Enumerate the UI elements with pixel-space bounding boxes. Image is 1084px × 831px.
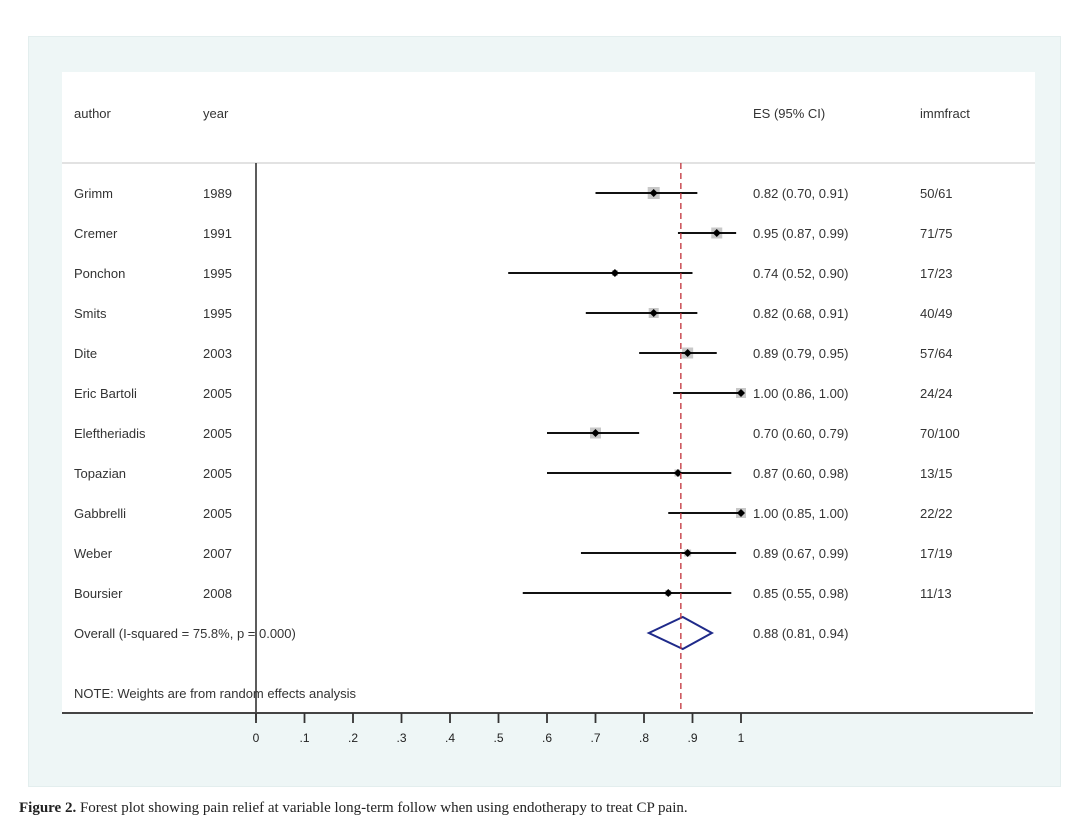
x-tick-label: .2 [348, 731, 358, 745]
study-author: Topazian [74, 466, 126, 481]
study-row: Smits 1995 0.82 (0.68, 0.91) 40/49 [74, 306, 953, 321]
study-year: 2005 [203, 386, 232, 401]
study-es-ci: 0.82 (0.70, 0.91) [753, 186, 848, 201]
study-immfract: 50/61 [920, 186, 953, 201]
caption-text: Forest plot showing pain relief at varia… [76, 800, 688, 816]
point-estimate [591, 429, 600, 437]
x-tick-label: .9 [687, 731, 697, 745]
study-immfract: 11/13 [920, 586, 952, 601]
study-row: Topazian 2005 0.87 (0.60, 0.98) 13/15 [74, 466, 953, 481]
study-row: Dite 2003 0.89 (0.79, 0.95) 57/64 [74, 346, 953, 361]
overall-row: Overall (I-squared = 75.8%, p = 0.000) 0.… [74, 615, 848, 651]
study-es-ci: 0.89 (0.79, 0.95) [753, 346, 848, 361]
study-es-ci: 0.95 (0.87, 0.99) [753, 226, 848, 241]
x-axis-ticks: 0 .1 .2 .3 .4 .5 .6 .7 .8 .9 1 [253, 713, 745, 745]
study-immfract: 57/64 [920, 346, 953, 361]
study-year: 1995 [203, 266, 232, 281]
study-author: Grimm [74, 186, 113, 201]
study-row: Gabbrelli 2005 1.00 (0.85, 1.00) 22/22 [74, 506, 953, 521]
point-estimate [664, 589, 673, 597]
point-estimate [737, 509, 745, 517]
study-year: 1989 [203, 186, 232, 201]
study-row: Grimm 1989 0.82 (0.70, 0.91) 50/61 [74, 186, 953, 201]
study-immfract: 71/75 [920, 226, 953, 241]
study-year: 1995 [203, 306, 232, 321]
note-text: NOTE: Weights are from random effects an… [74, 686, 357, 701]
study-immfract: 17/23 [920, 266, 953, 281]
study-es-ci: 1.00 (0.86, 1.00) [753, 386, 848, 401]
header-year: year [203, 106, 229, 121]
header-immfract: immfract [920, 106, 970, 121]
study-author: Smits [74, 306, 107, 321]
study-immfract: 22/22 [920, 506, 953, 521]
figure-caption: Figure 2. Forest plot showing pain relie… [19, 800, 688, 817]
study-es-ci: 1.00 (0.85, 1.00) [753, 506, 848, 521]
x-tick-label: .1 [299, 731, 309, 745]
point-estimate [683, 349, 692, 357]
x-tick-label: .7 [590, 731, 600, 745]
caption-label: Figure 2. [19, 800, 77, 816]
x-tick-label: .4 [445, 731, 455, 745]
header-author: author [74, 106, 112, 121]
overall-label: Overall (I-squared = 75.8%, p = 0.000) [74, 626, 296, 641]
study-immfract: 70/100 [920, 426, 960, 441]
point-estimate [649, 189, 658, 197]
study-year: 2005 [203, 466, 232, 481]
study-year: 2008 [203, 586, 232, 601]
point-estimate [683, 549, 692, 557]
study-author: Gabbrelli [74, 506, 126, 521]
study-author: Ponchon [74, 266, 125, 281]
study-immfract: 13/15 [920, 466, 953, 481]
point-estimate [610, 269, 619, 277]
study-row: Ponchon 1995 0.74 (0.52, 0.90) 17/23 [74, 266, 953, 281]
x-tick-label: .8 [639, 731, 649, 745]
study-row: Eleftheriadis 2005 0.70 (0.60, 0.79) 70/100 [74, 426, 960, 441]
study-es-ci: 0.70 (0.60, 0.79) [753, 426, 848, 441]
study-es-ci: 0.85 (0.55, 0.98) [753, 586, 848, 601]
study-author: Eric Bartoli [74, 386, 137, 401]
study-row: Cremer 1991 0.95 (0.87, 0.99) 71/75 [74, 226, 953, 241]
study-author: Eleftheriadis [74, 426, 146, 441]
study-immfract: 24/24 [920, 386, 953, 401]
study-rows: Grimm 1989 0.82 (0.70, 0.91) 50/61 Cremer 199… [74, 186, 960, 601]
study-row: Eric Bartoli 2005 1.00 (0.86, 1.00) 24/24 [74, 386, 953, 401]
study-es-ci: 0.89 (0.67, 0.99) [753, 546, 848, 561]
study-year: 2005 [203, 426, 232, 441]
x-tick-label: .5 [493, 731, 503, 745]
overall-diamond [646, 615, 714, 651]
study-row: Weber 2007 0.89 (0.67, 0.99) 17/19 [74, 546, 953, 561]
x-tick-label: .6 [542, 731, 552, 745]
overall-es-ci: 0.88 (0.81, 0.94) [753, 626, 848, 641]
study-immfract: 17/19 [920, 546, 953, 561]
x-tick-label: .3 [396, 731, 406, 745]
study-year: 1991 [203, 226, 232, 241]
study-es-ci: 0.74 (0.52, 0.90) [753, 266, 848, 281]
study-row: Boursier 2008 0.85 (0.55, 0.98) 11/13 [74, 586, 952, 601]
study-author: Boursier [74, 586, 123, 601]
study-es-ci: 0.82 (0.68, 0.91) [753, 306, 848, 321]
study-year: 2005 [203, 506, 232, 521]
study-year: 2007 [203, 546, 232, 561]
x-tick-label: 0 [253, 731, 260, 745]
study-es-ci: 0.87 (0.60, 0.98) [753, 466, 848, 481]
plot-panel [62, 72, 1035, 714]
study-year: 2003 [203, 346, 232, 361]
x-tick-label: 1 [738, 731, 745, 745]
study-immfract: 40/49 [920, 306, 953, 321]
point-estimate [712, 229, 721, 237]
point-estimate [649, 309, 658, 317]
point-estimate [673, 469, 682, 477]
header-es: ES (95% CI) [753, 106, 825, 121]
forest-plot: author year ES (95% CI) immfract Grimm 19… [62, 72, 1035, 745]
study-author: Weber [74, 546, 113, 561]
point-estimate [737, 389, 745, 397]
study-author: Dite [74, 346, 97, 361]
study-author: Cremer [74, 226, 118, 241]
